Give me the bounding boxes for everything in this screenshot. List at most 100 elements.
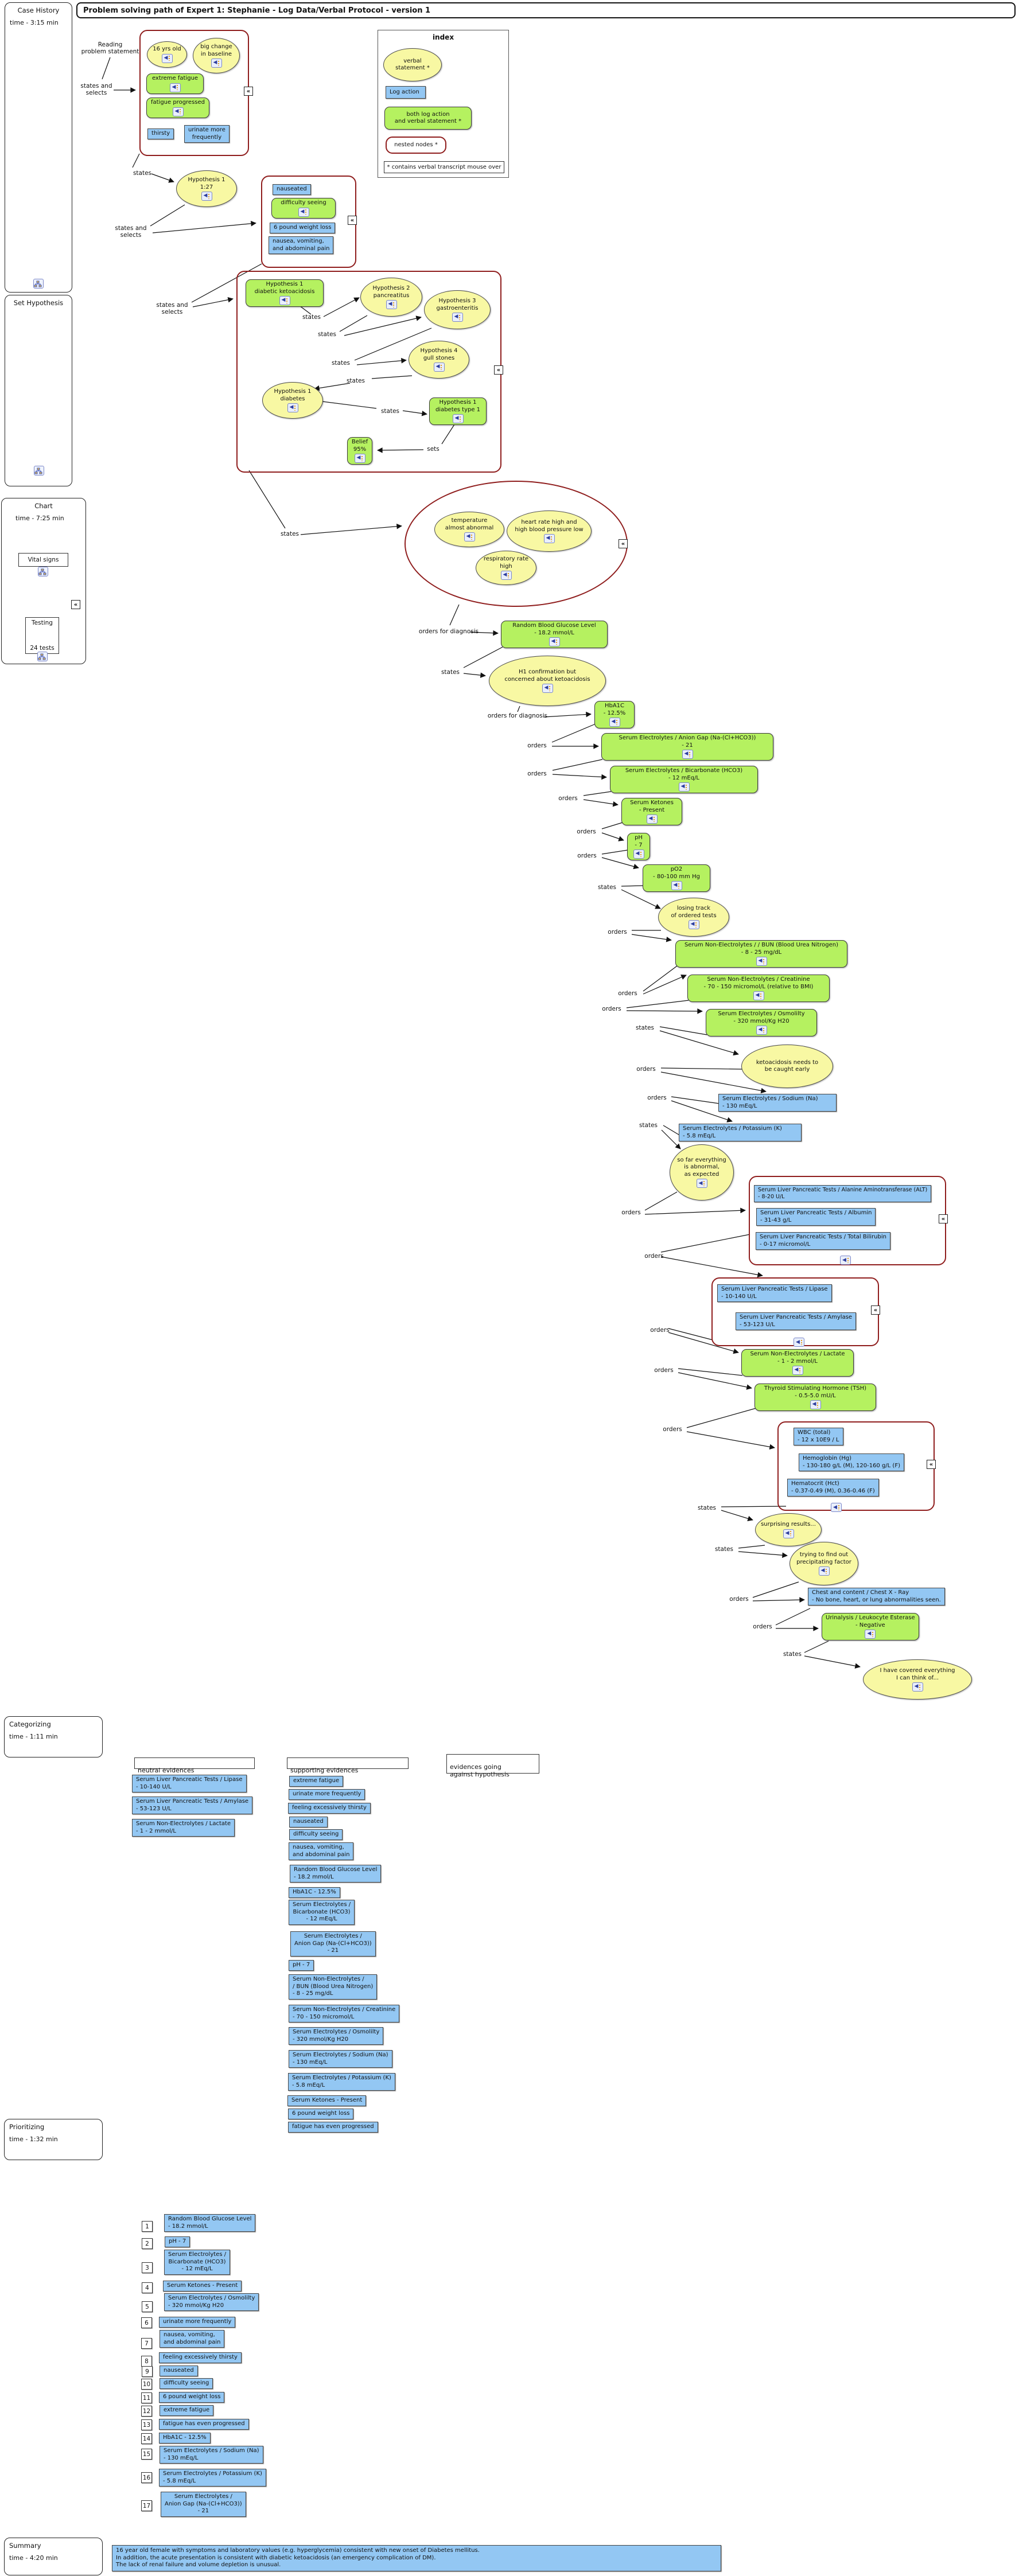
- tree-icon[interactable]: [37, 652, 48, 661]
- node-random-blood-glucose[interactable]: Random Blood Glucose Level - 18.2 mmol/L: [501, 621, 608, 648]
- header-neutral-evidences[interactable]: neutral evidences: [134, 1757, 255, 1774]
- audio-icon[interactable]: [753, 991, 764, 1000]
- tree-icon[interactable]: [34, 466, 44, 476]
- audio-icon[interactable]: [161, 53, 173, 63]
- collapse-icon[interactable]: [348, 216, 357, 225]
- audio-icon[interactable]: [840, 1256, 851, 1265]
- neutral-item[interactable]: Serum Liver Pancreatic Tests / Amylase -…: [132, 1796, 253, 1814]
- priority-item[interactable]: fatigue has even progressed: [159, 2419, 249, 2430]
- node-potassium[interactable]: Serum Electrolytes / Potassium (K) - 5.8…: [679, 1124, 802, 1141]
- node-h1-diabetes-type1[interactable]: Hypothesis 1 diabetes type 1: [429, 397, 487, 425]
- vital-signs-node[interactable]: Vital signs: [18, 553, 68, 567]
- priority-item[interactable]: Serum Electrolytes / Osmolilty - 320 mmo…: [164, 2293, 259, 2311]
- supporting-item[interactable]: Serum Non-Electrolytes / / BUN (Blood Ur…: [289, 1974, 378, 2000]
- header-supporting-evidences[interactable]: supporting evidences: [287, 1757, 409, 1774]
- header-against-evidences[interactable]: evidences going against hypothesis: [446, 1754, 539, 1778]
- audio-icon[interactable]: [696, 1179, 707, 1188]
- node-extreme-fatigue[interactable]: extreme fatigue: [146, 73, 204, 94]
- node-covered-everything[interactable]: I have covered everything I can think of…: [863, 1659, 972, 1700]
- audio-icon[interactable]: [543, 534, 555, 543]
- node-16-yrs-old[interactable]: 16 yrs old: [147, 41, 187, 68]
- node-sodium[interactable]: Serum Electrolytes / Sodium (Na) - 130 m…: [718, 1094, 837, 1112]
- node-big-change[interactable]: big change in baseline: [193, 38, 240, 73]
- node-po2[interactable]: pO2 - 80-100 mm Hg: [643, 864, 710, 892]
- node-ph[interactable]: pH - 7: [627, 833, 650, 860]
- audio-icon[interactable]: [792, 1366, 803, 1375]
- priority-item[interactable]: feeling excessively thirsty: [159, 2352, 242, 2363]
- audio-icon[interactable]: [912, 1682, 923, 1692]
- node-thirsty[interactable]: thirsty: [147, 128, 174, 139]
- legend-both[interactable]: both log action and verbal statement *: [384, 107, 472, 130]
- node-belief-95[interactable]: Belief 95%: [347, 437, 372, 465]
- collapse-icon[interactable]: [871, 1305, 880, 1315]
- priority-item[interactable]: HbA1C - 12.5%: [159, 2433, 211, 2444]
- node-respiratory-rate[interactable]: respiratory rate high: [476, 551, 536, 585]
- priority-item[interactable]: difficulty seeing: [160, 2378, 213, 2389]
- node-h1-dka[interactable]: Hypothesis 1 diabetic ketoacidosis: [246, 279, 324, 307]
- audio-icon[interactable]: [682, 750, 693, 759]
- node-osmolality[interactable]: Serum Electrolytes / Osmolilty - 320 mmo…: [706, 1009, 817, 1036]
- supporting-item[interactable]: Serum Electrolytes / Osmolilty - 320 mmo…: [289, 2027, 384, 2045]
- node-temperature[interactable]: temperature almost abnormal: [434, 512, 504, 547]
- node-losing-track[interactable]: losing track of ordered tests: [658, 898, 729, 937]
- collapse-icon[interactable]: [494, 365, 503, 375]
- priority-item[interactable]: nauseated: [160, 2365, 198, 2376]
- node-h1-confirmation[interactable]: H1 confirmation but concerned about keto…: [489, 656, 606, 706]
- audio-icon[interactable]: [354, 454, 365, 463]
- supporting-item[interactable]: Random Blood Glucose Level - 18.2 mmol/L: [290, 1865, 382, 1883]
- node-surprising-results[interactable]: surprising results...: [755, 1513, 822, 1546]
- audio-icon[interactable]: [646, 815, 658, 824]
- audio-icon[interactable]: [201, 192, 212, 201]
- tree-icon[interactable]: [33, 279, 44, 289]
- node-serum-ketones[interactable]: Serum Ketones - Present: [621, 798, 682, 825]
- audio-icon[interactable]: [169, 83, 181, 92]
- supporting-item[interactable]: nausea, vomiting, and abdominal pain: [289, 1842, 354, 1860]
- supporting-item[interactable]: urinate more frequently: [289, 1789, 365, 1800]
- supporting-item[interactable]: pH - 7: [289, 1960, 314, 1971]
- node-ketoacidosis-early[interactable]: ketoacidosis needs to be caught early: [741, 1045, 833, 1088]
- node-bilirubin[interactable]: Serum Liver Pancreatic Tests / Total Bil…: [756, 1232, 890, 1250]
- audio-icon[interactable]: [386, 300, 397, 309]
- node-lactate[interactable]: Serum Non-Electrolytes / Lactate - 1 - 2…: [741, 1349, 854, 1377]
- audio-icon[interactable]: [756, 1026, 767, 1035]
- node-so-far-abnormal[interactable]: so far everything is abnormal, as expect…: [670, 1144, 734, 1201]
- supporting-item[interactable]: nauseated: [289, 1817, 328, 1827]
- audio-icon[interactable]: [810, 1400, 821, 1409]
- node-fatigue-progressed[interactable]: fatigue progressed: [146, 98, 209, 118]
- audio-icon[interactable]: [542, 684, 553, 693]
- priority-item[interactable]: urinate more frequently: [159, 2317, 236, 2328]
- audio-icon[interactable]: [756, 957, 767, 966]
- node-difficulty-seeing[interactable]: difficulty seeing: [271, 198, 336, 219]
- legend-verbal-statement[interactable]: verbal statement *: [383, 48, 442, 81]
- supporting-item[interactable]: Serum Electrolytes / Anion Gap (Na-(Cl+H…: [290, 1931, 376, 1957]
- supporting-item[interactable]: Serum Non-Electrolytes / Creatinine - 70…: [289, 2005, 400, 2022]
- supporting-item[interactable]: extreme fatigue: [289, 1776, 344, 1787]
- node-chest-xray[interactable]: Chest and content / Chest X - Ray - No b…: [808, 1588, 945, 1605]
- audio-icon[interactable]: [279, 296, 290, 305]
- neutral-item[interactable]: Serum Non-Electrolytes / Lactate - 1 - 2…: [132, 1819, 235, 1837]
- node-amylase[interactable]: Serum Liver Pancreatic Tests / Amylase -…: [736, 1312, 857, 1330]
- audio-icon[interactable]: [172, 107, 184, 116]
- node-nausea-vomiting[interactable]: nausea, vomiting, and abdominal pain: [269, 236, 334, 254]
- audio-icon[interactable]: [794, 1338, 804, 1347]
- node-hemoglobin[interactable]: Hemoglobin (Hg) - 130-180 g/L (M), 120-1…: [799, 1453, 904, 1471]
- node-creatinine[interactable]: Serum Non-Electrolytes / Creatinine - 70…: [687, 975, 830, 1002]
- audio-icon[interactable]: [452, 414, 464, 423]
- priority-item[interactable]: pH - 7: [165, 2236, 190, 2247]
- collapse-icon[interactable]: [244, 87, 253, 96]
- supporting-item[interactable]: Serum Ketones - Present: [287, 2095, 367, 2106]
- audio-icon[interactable]: [500, 571, 512, 580]
- audio-icon[interactable]: [211, 59, 222, 68]
- node-hypothesis1-127[interactable]: Hypothesis 1 1:27: [176, 170, 237, 207]
- node-h1-diabetes[interactable]: Hypothesis 1 diabetes: [262, 382, 323, 419]
- priority-item[interactable]: 6 pound weight loss: [159, 2392, 225, 2403]
- priority-item[interactable]: Random Blood Glucose Level - 18.2 mmol/L: [164, 2214, 256, 2232]
- node-alt[interactable]: Serum Liver Pancreatic Tests / Alanine A…: [754, 1185, 932, 1202]
- audio-icon[interactable]: [688, 920, 699, 929]
- node-h3-gastroenteritis[interactable]: Hypothesis 3 gastroenteritis: [424, 290, 491, 329]
- collapse-icon[interactable]: [71, 600, 80, 609]
- node-hematocrit[interactable]: Hematocrit (Hct) - 0.37-0.49 (M), 0.36-0…: [787, 1479, 879, 1497]
- legend-nested-nodes[interactable]: nested nodes *: [386, 137, 446, 154]
- supporting-item[interactable]: Serum Electrolytes / Sodium (Na) - 130 m…: [289, 2050, 392, 2068]
- tree-icon[interactable]: [38, 567, 48, 576]
